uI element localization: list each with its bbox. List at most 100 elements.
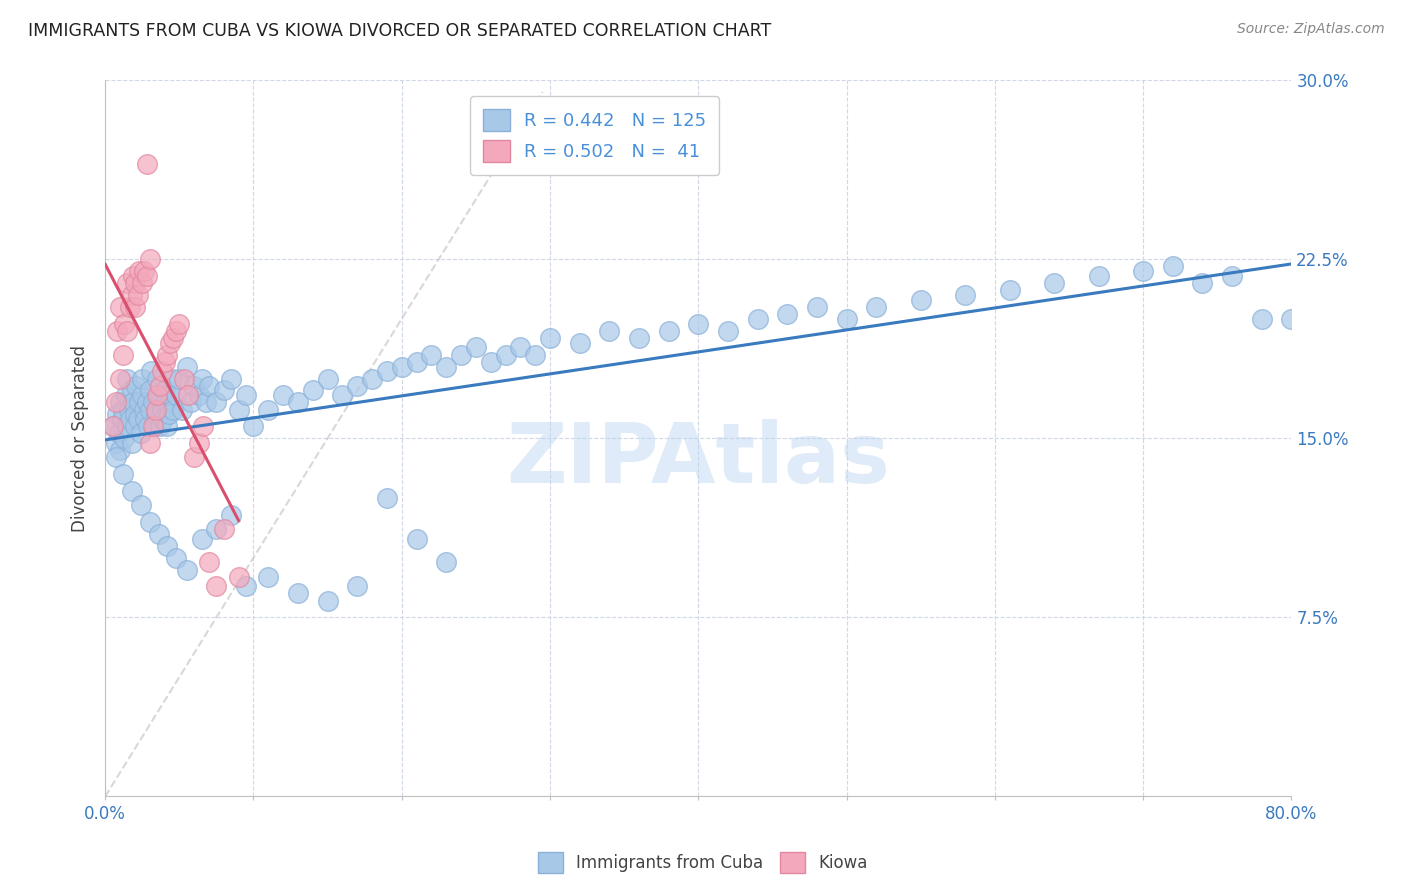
Point bbox=[124, 407, 146, 421]
Point bbox=[257, 570, 280, 584]
Point bbox=[165, 550, 187, 565]
Point bbox=[316, 371, 339, 385]
Point bbox=[117, 324, 139, 338]
Point bbox=[127, 412, 149, 426]
Point bbox=[120, 300, 142, 314]
Point bbox=[228, 570, 250, 584]
Point bbox=[108, 395, 131, 409]
Point bbox=[717, 324, 740, 338]
Point bbox=[122, 268, 145, 283]
Point bbox=[191, 419, 214, 434]
Point bbox=[108, 371, 131, 385]
Point bbox=[159, 388, 181, 402]
Point bbox=[104, 450, 127, 465]
Point bbox=[149, 378, 172, 392]
Point bbox=[138, 252, 160, 266]
Point bbox=[287, 395, 309, 409]
Point bbox=[138, 515, 160, 529]
Point bbox=[688, 317, 710, 331]
Point bbox=[153, 355, 176, 369]
Point bbox=[132, 402, 155, 417]
Point bbox=[835, 311, 858, 326]
Point bbox=[124, 276, 146, 290]
Point bbox=[375, 491, 398, 505]
Point bbox=[108, 300, 131, 314]
Point bbox=[195, 395, 218, 409]
Point bbox=[865, 300, 887, 314]
Point bbox=[110, 412, 132, 426]
Point bbox=[212, 522, 235, 536]
Point bbox=[142, 419, 165, 434]
Point bbox=[190, 532, 212, 546]
Point bbox=[127, 288, 149, 302]
Point bbox=[138, 436, 160, 450]
Point bbox=[198, 378, 221, 392]
Point bbox=[420, 348, 443, 362]
Point bbox=[131, 276, 153, 290]
Point bbox=[138, 402, 160, 417]
Point bbox=[450, 348, 472, 362]
Point bbox=[627, 331, 650, 345]
Point bbox=[131, 388, 153, 402]
Point bbox=[162, 402, 184, 417]
Point bbox=[134, 412, 156, 426]
Point bbox=[346, 378, 368, 392]
Point bbox=[434, 555, 457, 569]
Legend: R = 0.442   N = 125, R = 0.502   N =  41: R = 0.442 N = 125, R = 0.502 N = 41 bbox=[470, 96, 718, 175]
Point bbox=[135, 156, 157, 170]
Point bbox=[187, 436, 209, 450]
Point bbox=[198, 555, 221, 569]
Point bbox=[187, 388, 209, 402]
Point bbox=[135, 395, 157, 409]
Point bbox=[117, 371, 139, 385]
Point bbox=[120, 412, 142, 426]
Point bbox=[190, 371, 212, 385]
Point bbox=[1250, 311, 1272, 326]
Point bbox=[405, 532, 427, 546]
Point bbox=[524, 348, 547, 362]
Point bbox=[105, 407, 128, 421]
Point bbox=[165, 388, 187, 402]
Point bbox=[117, 276, 139, 290]
Point bbox=[212, 384, 235, 398]
Point bbox=[128, 264, 150, 278]
Point bbox=[1279, 311, 1302, 326]
Point bbox=[156, 539, 179, 553]
Point bbox=[157, 407, 180, 421]
Point bbox=[205, 579, 228, 593]
Point bbox=[131, 371, 153, 385]
Point bbox=[180, 395, 202, 409]
Point bbox=[235, 579, 257, 593]
Point bbox=[162, 331, 184, 345]
Point bbox=[152, 412, 174, 426]
Point bbox=[141, 364, 163, 378]
Text: ZIPAtlas: ZIPAtlas bbox=[506, 419, 890, 500]
Point bbox=[153, 384, 176, 398]
Point bbox=[287, 586, 309, 600]
Point bbox=[183, 450, 205, 465]
Point bbox=[538, 331, 561, 345]
Point bbox=[118, 402, 141, 417]
Point bbox=[242, 419, 264, 434]
Point bbox=[136, 419, 159, 434]
Point bbox=[143, 419, 166, 434]
Point bbox=[108, 443, 131, 458]
Point bbox=[121, 288, 143, 302]
Y-axis label: Divorced or Separated: Divorced or Separated bbox=[72, 344, 89, 532]
Legend: Immigrants from Cuba, Kiowa: Immigrants from Cuba, Kiowa bbox=[531, 846, 875, 880]
Point bbox=[128, 395, 150, 409]
Point bbox=[228, 402, 250, 417]
Point bbox=[129, 498, 152, 512]
Point bbox=[148, 388, 170, 402]
Point bbox=[219, 371, 242, 385]
Point bbox=[1132, 264, 1154, 278]
Point bbox=[148, 526, 170, 541]
Point bbox=[405, 355, 427, 369]
Point bbox=[301, 384, 323, 398]
Point bbox=[177, 388, 200, 402]
Point bbox=[101, 419, 124, 434]
Point bbox=[121, 483, 143, 498]
Point bbox=[172, 402, 194, 417]
Point bbox=[375, 364, 398, 378]
Point bbox=[598, 324, 620, 338]
